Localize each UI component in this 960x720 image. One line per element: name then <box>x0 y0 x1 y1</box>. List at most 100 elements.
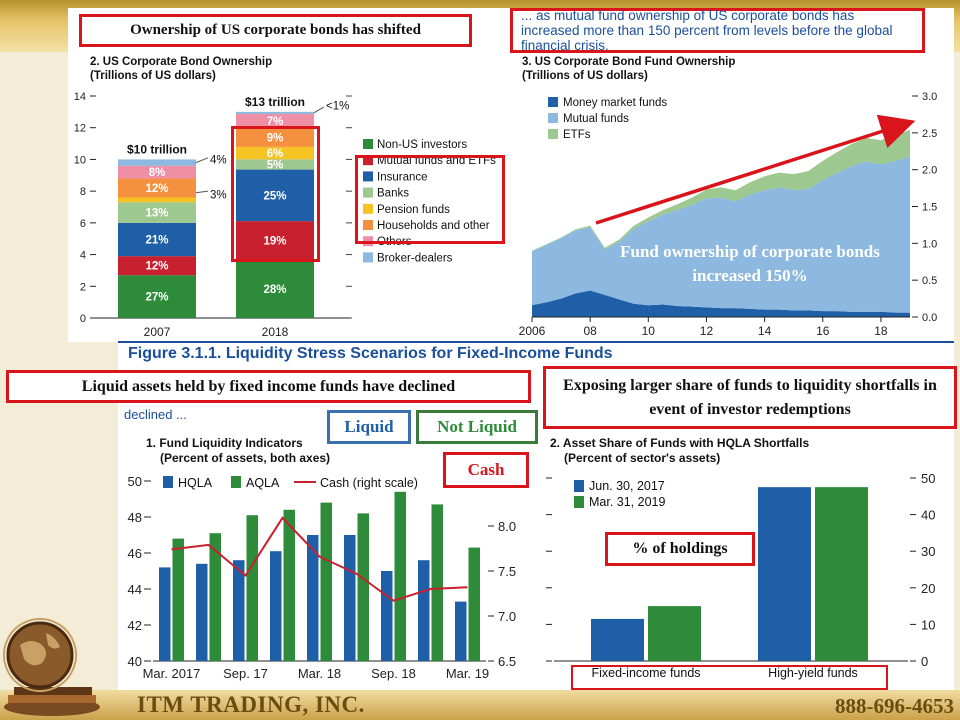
ownership-shifted-callout: Ownership of US corporate bonds has shif… <box>79 14 472 47</box>
y-tick-label: 0 <box>80 313 86 325</box>
bar-segment <box>118 202 196 223</box>
chart-subtitle: (Percent of sector's assets) <box>564 451 720 465</box>
bar-total-label: $10 trillion <box>127 142 187 156</box>
segment-label: 13% <box>145 208 168 220</box>
bar-segment <box>118 197 196 203</box>
chart-title: 1. Fund Liquidity Indicators <box>146 436 303 450</box>
segment-label: 21% <box>145 235 168 247</box>
x-tick-label: Fixed-income funds <box>591 666 700 680</box>
y-tick-label: 12 <box>74 123 86 135</box>
segment-label: 28% <box>263 284 286 296</box>
chart-title: 3. US Corporate Bond Fund Ownership <box>522 56 735 68</box>
bar-total-label: $13 trillion <box>245 95 305 109</box>
y-tick-label: 10 <box>921 617 935 632</box>
liquid-tag-text: Liquid <box>344 417 394 436</box>
bar <box>758 487 811 661</box>
y-tick-label: 0.0 <box>922 312 937 324</box>
legend-label: Jun. 30, 2017 <box>589 479 665 493</box>
y-tick-label: 48 <box>128 510 142 525</box>
not-liquid-tag-text: Not Liquid <box>437 417 517 436</box>
brand-name: ITM TRADING, INC. <box>137 692 365 717</box>
shortfall-chart: 2. Asset Share of Funds with HQLA Shortf… <box>546 436 935 680</box>
legend-swatch <box>548 129 558 139</box>
y-tick-label: 50 <box>921 471 935 486</box>
cash-line <box>171 516 468 602</box>
y-tick-label: 0 <box>921 654 928 669</box>
mutual-fund-increase-callout: ... as mutual fund ownership of US corpo… <box>510 8 925 53</box>
annotation-4pct: 4% <box>210 154 227 166</box>
legend-swatch <box>574 496 584 508</box>
legend-swatch <box>548 113 558 123</box>
y-tick-label: 10 <box>74 154 86 166</box>
y-tick-label: 0.5 <box>922 275 937 287</box>
bottom-banner <box>0 690 960 720</box>
y-tick-label: 40 <box>921 508 935 523</box>
segment-label: 25% <box>263 190 286 202</box>
bar-aqla <box>172 538 184 661</box>
y-tick-label: 20 <box>921 581 935 596</box>
bar-segment <box>236 159 314 170</box>
segment-label: 12% <box>145 183 168 195</box>
x-tick-label: Mar. 2017 <box>143 666 201 681</box>
legend-label: Mutual funds and ETFs <box>377 155 496 167</box>
fund-ownership-note: Fund ownership of corporate bonds increa… <box>590 240 910 288</box>
y2-tick-label: 7.0 <box>498 609 516 624</box>
exposing-share-text: Exposing larger share of funds to liquid… <box>563 376 937 418</box>
bar <box>815 487 868 661</box>
chart-title: 2. US Corporate Bond Ownership <box>90 56 272 68</box>
y2-tick-label: 8.0 <box>498 519 516 534</box>
segment-label: 27% <box>145 292 168 304</box>
annotation-leader <box>195 190 209 194</box>
legend-swatch <box>363 220 373 230</box>
figure-title: Figure 3.1.1. Liquidity Stress Scenarios… <box>128 345 613 362</box>
legend-label: Mar. 31, 2019 <box>589 495 665 509</box>
fund-ownership-panel: 3. US Corporate Bond Fund Ownership (Tril… <box>510 8 954 342</box>
legend-label: Banks <box>377 188 409 200</box>
legend-label: Non-US investors <box>377 139 467 151</box>
liquidity-chart: declined ... 1. Fund Liquidity Indicators… <box>124 407 516 681</box>
liquid-tag: Liquid <box>327 410 411 444</box>
bar-segment <box>118 165 196 179</box>
x-tick-label: 18 <box>874 324 888 338</box>
bar-segment <box>118 159 196 166</box>
pct-holdings-tag: % of holdings <box>605 532 755 566</box>
y-tick-label: 40 <box>128 654 142 669</box>
y-tick-label: 2.5 <box>922 128 937 140</box>
figure-title-bar: Figure 3.1.1. Liquidity Stress Scenarios… <box>118 341 954 367</box>
bar-hqla <box>270 551 282 661</box>
bar-segment <box>118 275 196 318</box>
bar-aqla <box>320 502 332 661</box>
segment-label: 12% <box>145 261 168 273</box>
legend-label: Mutual funds <box>563 113 629 125</box>
annotation-3pct: 3% <box>210 189 227 201</box>
legend-swatch <box>574 480 584 492</box>
legend-label: Households and other <box>377 220 490 232</box>
bar-aqla <box>283 509 295 661</box>
y-tick-label: 30 <box>921 544 935 559</box>
y-tick-label: 2.0 <box>922 165 937 177</box>
bar-segment <box>236 113 314 129</box>
x-tick-label: 14 <box>758 324 772 338</box>
legend-swatch <box>363 139 373 149</box>
y-tick-label: 6 <box>80 218 86 230</box>
x-tick-label: 2018 <box>262 325 289 339</box>
bar-hqla <box>233 560 245 661</box>
x-tick-label: Sep. 18 <box>371 666 416 681</box>
x-tick-label: 2006 <box>519 324 546 338</box>
bar-hqla <box>159 567 171 661</box>
cash-tag-text: Cash <box>467 460 505 479</box>
exposing-share-callout: Exposing larger share of funds to liquid… <box>543 366 957 429</box>
y-tick-label: 42 <box>128 618 142 633</box>
segment-label: 8% <box>149 167 166 179</box>
highlight-category-labels <box>571 665 888 690</box>
y-tick-label: 46 <box>128 546 142 561</box>
y-tick-label: 44 <box>128 582 142 597</box>
highlight-legend <box>355 155 505 244</box>
y2-tick-label: 7.5 <box>498 564 516 579</box>
x-tick-label: Mar. 19 <box>446 666 489 681</box>
y2-tick-label: 6.5 <box>498 654 516 669</box>
chart-subtitle: (Trillions of US dollars) <box>90 70 216 82</box>
segment-label: 5% <box>267 159 284 171</box>
liquid-declined-text: Liquid assets held by fixed income funds… <box>81 377 456 395</box>
chart-subtitle: (Percent of assets, both axes) <box>160 451 330 465</box>
